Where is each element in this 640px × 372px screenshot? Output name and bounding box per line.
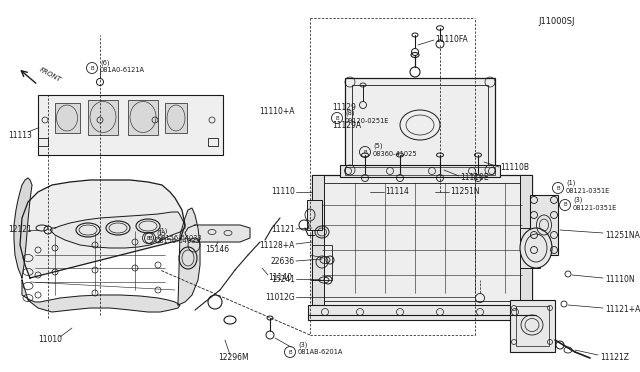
- Text: 11129A: 11129A: [332, 121, 361, 129]
- Text: (3): (3): [298, 342, 307, 348]
- Text: (1): (1): [158, 228, 168, 234]
- Polygon shape: [178, 208, 200, 305]
- Text: 15146: 15146: [205, 246, 229, 254]
- Text: 11110E: 11110E: [460, 173, 488, 183]
- Text: B: B: [148, 235, 152, 241]
- Text: 11121: 11121: [271, 225, 295, 234]
- Bar: [345, 78, 495, 173]
- Bar: [322, 183, 522, 301]
- Text: 11110+A: 11110+A: [259, 108, 295, 116]
- Text: 11110N: 11110N: [605, 276, 635, 285]
- Bar: [340, 165, 500, 177]
- Text: 11110FA: 11110FA: [435, 35, 468, 45]
- Text: J11000SJ: J11000SJ: [538, 17, 575, 26]
- Bar: [510, 300, 555, 352]
- Bar: [345, 167, 495, 175]
- Text: 15241: 15241: [271, 276, 295, 285]
- Bar: [88, 100, 118, 135]
- Text: (5): (5): [373, 143, 383, 149]
- Text: B: B: [363, 150, 367, 154]
- Text: 11110: 11110: [271, 187, 295, 196]
- Bar: [165, 103, 187, 133]
- Text: (1): (1): [566, 180, 575, 186]
- Polygon shape: [14, 178, 32, 278]
- Bar: [55, 103, 80, 133]
- Bar: [520, 228, 540, 268]
- Text: 081AB-6201A: 081AB-6201A: [298, 349, 344, 355]
- Polygon shape: [22, 280, 180, 312]
- Text: 12121: 12121: [8, 225, 32, 234]
- Text: B: B: [563, 202, 567, 208]
- Text: 11012G: 11012G: [265, 294, 295, 302]
- Bar: [312, 245, 332, 280]
- Polygon shape: [50, 212, 185, 248]
- Text: B: B: [335, 115, 339, 121]
- Bar: [38, 138, 48, 146]
- Text: 11010: 11010: [38, 336, 62, 344]
- Text: (6): (6): [100, 60, 109, 66]
- Bar: [307, 200, 322, 230]
- Text: 11251NA: 11251NA: [605, 231, 640, 240]
- Bar: [520, 175, 532, 310]
- Text: 08360-41025: 08360-41025: [373, 151, 418, 157]
- Text: 11113: 11113: [8, 131, 32, 140]
- Text: 08121-0351E: 08121-0351E: [573, 205, 617, 211]
- Polygon shape: [20, 180, 185, 278]
- Text: B: B: [90, 65, 94, 71]
- Text: 12296M: 12296M: [218, 353, 248, 362]
- Text: 081A0-6121A: 081A0-6121A: [100, 67, 145, 73]
- Polygon shape: [185, 225, 250, 242]
- Text: B: B: [146, 235, 150, 241]
- Text: 11251N: 11251N: [450, 187, 479, 196]
- Text: 11121Z: 11121Z: [600, 353, 629, 362]
- Text: 08121-0351E: 08121-0351E: [566, 188, 611, 194]
- Bar: [38, 95, 223, 155]
- Text: (1): (1): [156, 230, 165, 236]
- Ellipse shape: [520, 228, 552, 268]
- Text: B: B: [288, 350, 292, 355]
- Text: 08156-64033: 08156-64033: [156, 238, 200, 244]
- Bar: [308, 305, 536, 320]
- Bar: [312, 175, 532, 310]
- Text: 11128+A: 11128+A: [260, 241, 295, 250]
- Text: 11140: 11140: [268, 273, 292, 282]
- Text: FRONT: FRONT: [38, 67, 62, 83]
- Text: 11114: 11114: [385, 187, 409, 196]
- Text: 08156-64033: 08156-64033: [158, 235, 202, 241]
- Bar: [352, 85, 488, 165]
- Text: 22636: 22636: [271, 257, 295, 266]
- Text: 11129: 11129: [332, 103, 356, 112]
- Bar: [128, 100, 158, 135]
- Text: 11121+A: 11121+A: [605, 305, 640, 314]
- Bar: [516, 306, 549, 346]
- Text: (3): (3): [573, 197, 582, 203]
- Text: 09120-0251E: 09120-0251E: [345, 118, 389, 124]
- Text: 11110B: 11110B: [500, 164, 529, 173]
- Text: (8): (8): [345, 110, 355, 116]
- Bar: [208, 138, 218, 146]
- Bar: [530, 195, 558, 255]
- Text: B: B: [556, 186, 560, 190]
- Bar: [312, 175, 324, 310]
